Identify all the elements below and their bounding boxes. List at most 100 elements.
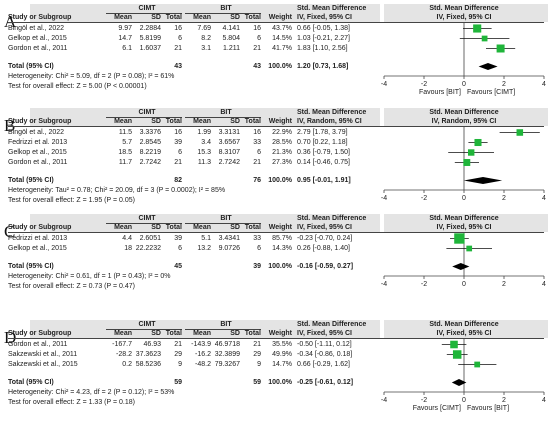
group-header-bit: BIT [220, 109, 232, 116]
favours-right-label: Favours [CIMT] [467, 89, 515, 96]
study-marker [450, 340, 458, 349]
column-header: SD [151, 330, 161, 337]
plot-title: Std. Mean Difference [429, 109, 499, 116]
column-header: Total [165, 330, 182, 337]
study-cell-weight: 27.3% [272, 159, 292, 166]
column-header: Study or Subgroup [8, 118, 72, 125]
total-ci: -0.25 [-0.61, 0.12] [297, 379, 354, 386]
study-cell-m1: -167.7 [112, 341, 132, 348]
total-n2: 39 [253, 263, 261, 270]
column-header: Weight [268, 14, 292, 21]
total-n1: 59 [174, 379, 182, 386]
x-tick-label: -4 [381, 281, 387, 288]
x-tick-label: 2 [502, 81, 506, 88]
study-cell-m2: 11.3 [197, 159, 211, 166]
study-cell-m2: -48.2 [195, 361, 211, 368]
total-weight: 100.0% [268, 379, 292, 386]
study-cell-weight: 35.5% [272, 341, 292, 348]
study-cell-m1: 18 [124, 245, 132, 252]
study-cell-n1: 39 [174, 235, 182, 242]
study-name: Sakzewski et al., 2015 [8, 361, 78, 368]
study-cell-ci_text: 2.79 [1.78, 3.79] [297, 129, 348, 136]
study-name: Gordon et al., 2011 [8, 341, 68, 348]
column-header: Total [165, 14, 182, 21]
overall-effect-text: Test for overall effect: Z = 0.73 (P = 0… [8, 283, 135, 290]
total-n1: 43 [174, 63, 182, 70]
x-tick-label: 2 [502, 195, 506, 202]
study-cell-m1: 9.97 [118, 25, 132, 32]
study-cell-n1: 21 [174, 159, 182, 166]
x-tick-label: -2 [421, 397, 427, 404]
plot-header-band [384, 320, 548, 338]
study-marker [452, 350, 462, 359]
study-name: Gelkop et al., 2015 [8, 149, 67, 156]
forest-plot: -4 -2 0 2 4 [381, 127, 546, 202]
panel-letter: C [4, 222, 16, 241]
study-cell-weight: 43.7% [272, 25, 292, 32]
header-rule [8, 126, 544, 127]
study-name: Gelkop et al., 2015 [8, 245, 67, 252]
forest-panel-c: C CIMT BIT Std. Mean Difference Std. Mean Di… [0, 212, 550, 316]
column-header: SD [151, 224, 161, 231]
study-cell-m2: 1.99 [197, 129, 211, 136]
study-cell-m2: 3.4 [201, 139, 211, 146]
group-header-bit: BIT [220, 5, 232, 12]
study-cell-ci_text: 1.83 [1.10, 2.56] [297, 45, 348, 52]
plot-method: IV, Random, 95% CI [431, 118, 497, 125]
study-cell-m1: 6.1 [122, 45, 132, 52]
overall-effect-text: Test for overall effect: Z = 5.00 (P < 0… [8, 83, 147, 90]
study-marker [481, 35, 488, 42]
study-cell-m1: 4.4 [122, 235, 132, 242]
study-cell-sd1: 37.3623 [135, 351, 161, 358]
study-cell-m2: 7.69 [197, 25, 211, 32]
study-cell-sd2: 8.3107 [218, 149, 240, 156]
x-tick-label: -4 [381, 81, 387, 88]
study-cell-ci_text: -0.50 [-1.11, 0.12] [297, 341, 352, 348]
study-cell-sd1: 5.8199 [139, 35, 161, 42]
total-label: Total (95% CI) [8, 379, 54, 386]
study-cell-sd2: 2.7242 [218, 159, 240, 166]
x-tick-label: 4 [542, 281, 546, 288]
total-weight: 100.0% [268, 263, 292, 270]
study-cell-m2: 8.2 [201, 35, 211, 42]
total-label: Total (95% CI) [8, 63, 54, 70]
forest-plot: -4 -2 0 2 4 Favours [BIT] Favours [CIMT] [381, 23, 546, 96]
x-tick-label: 4 [542, 81, 546, 88]
panel-letter: B [4, 116, 16, 135]
plot-title: Std. Mean Difference [429, 215, 499, 222]
study-cell-n1: 9 [178, 361, 182, 368]
total-n1: 45 [174, 263, 182, 270]
total-weight: 100.0% [268, 63, 292, 70]
study-cell-ci_text: -0.23 [-0.70, 0.24] [297, 235, 353, 242]
total-n2: 59 [253, 379, 261, 386]
study-cell-n2: 21 [253, 341, 261, 348]
column-header: SD [151, 14, 161, 21]
study-cell-m2: -143.9 [191, 341, 211, 348]
study-cell-sd1: 46.93 [143, 341, 161, 348]
effect-title: Std. Mean Difference [297, 215, 367, 222]
study-cell-m1: 18.5 [118, 149, 132, 156]
study-cell-n1: 29 [174, 351, 182, 358]
study-cell-ci_text: 0.26 [-0.88, 1.40] [297, 245, 350, 252]
study-cell-n2: 21 [253, 45, 261, 52]
study-cell-n2: 16 [253, 25, 261, 32]
x-tick-label: 0 [462, 281, 466, 288]
heterogeneity-text: Heterogeneity: Chi² = 4.23, df = 2 (P = … [8, 389, 175, 396]
column-header: SD [230, 118, 240, 125]
forest-plot: -4 -2 0 2 4 [381, 233, 546, 288]
study-cell-sd1: 2.8545 [139, 139, 161, 146]
column-header: Study or Subgroup [8, 330, 72, 337]
group-underline [185, 13, 261, 14]
study-marker [516, 129, 524, 136]
forest-panel-b: B CIMT BIT Std. Mean Difference Std. Mean Di… [0, 106, 550, 210]
panel-letter: D [4, 328, 17, 347]
column-header: Total [165, 224, 182, 231]
column-header: Total [244, 330, 261, 337]
total-ci: 1.20 [0.73, 1.68] [297, 63, 349, 70]
total-ci: 0.95 [-0.01, 1.91] [297, 177, 351, 184]
overall-effect-text: Test for overall effect: Z = 1.95 (P = 0… [8, 197, 135, 204]
summary-diamond [463, 177, 503, 184]
study-cell-ci_text: 1.03 [-0.21, 2.27] [297, 35, 350, 42]
study-cell-sd2: 32.3899 [214, 351, 240, 358]
heterogeneity-text: Heterogeneity: Tau² = 0.78; Chi² = 20.09… [8, 187, 226, 194]
